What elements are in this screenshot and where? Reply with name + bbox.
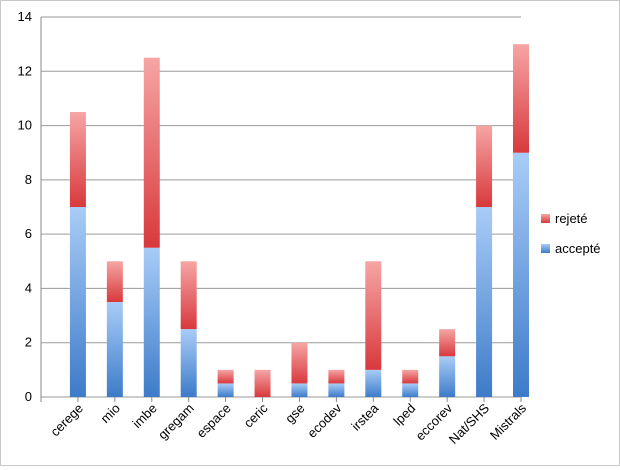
bar-rejeté-gse (291, 342, 308, 384)
x-category-label: ceric (241, 400, 271, 430)
x-category-label: ecodev (304, 400, 345, 441)
bar-rejeté-imbe (143, 57, 160, 248)
bar-accepté-lped (402, 383, 419, 397)
axes: 0 2 4 6 8 10 12 14 (18, 9, 522, 404)
y-tick-label: 10 (18, 118, 32, 133)
x-category-label: mio (98, 401, 123, 426)
y-tick-label: 2 (25, 335, 32, 350)
x-category-label: gregam (155, 401, 197, 443)
y-tick-label: 8 (25, 172, 32, 187)
bar-rejeté-ecodev (328, 369, 345, 384)
bar-accepté-imbe (143, 247, 160, 397)
bar-accepté-cerege (69, 207, 86, 397)
legend-label-accepté: accepté (555, 241, 601, 256)
bar-accepté-espace (217, 383, 234, 397)
bar-accepté-irstea (365, 369, 382, 397)
bar-rejeté-ceric (254, 369, 271, 397)
x-category-label: gse (282, 401, 307, 426)
y-tick-label: 12 (18, 63, 32, 78)
bar-rejeté-gregam (180, 261, 197, 330)
legend-swatch-accepté (541, 244, 550, 253)
x-category-label: cerege (47, 401, 86, 440)
bar-rejeté-cerege (69, 112, 86, 207)
bar-accepté-mio (106, 302, 123, 397)
y-tick-label: 4 (25, 280, 32, 295)
bar-accepté-gregam (180, 329, 197, 397)
bars (69, 44, 529, 397)
x-category-label: lped (390, 401, 418, 429)
y-tick-label: 6 (25, 226, 32, 241)
bar-rejeté-Mistrals (513, 44, 529, 153)
x-category-label: imbe (129, 401, 160, 432)
x-category-label: irstea (348, 400, 382, 434)
bar-accepté-gse (291, 383, 308, 397)
legend-label-rejeté: rejeté (555, 211, 588, 226)
bar-rejeté-eccorev (439, 329, 456, 357)
bar-accepté-Nat/SHS (476, 207, 493, 397)
bar-rejeté-Nat/SHS (476, 125, 493, 207)
bar-accepté-ecodev (328, 383, 345, 397)
bar-rejeté-mio (106, 261, 123, 302)
x-category-label: espace (193, 401, 233, 441)
bar-rejeté-irstea (365, 261, 382, 370)
x-category-label: Nat/SHS (446, 400, 493, 447)
legend-swatch-rejeté (541, 214, 550, 223)
y-tick-label: 14 (18, 9, 32, 24)
y-tick-label: 0 (25, 389, 32, 404)
x-category-label: Mistrals (487, 400, 530, 443)
bar-accepté-eccorev (439, 356, 456, 397)
bar-rejeté-lped (402, 369, 419, 384)
legend: rejeté accepté (541, 211, 601, 256)
bar-rejeté-espace (217, 369, 234, 384)
bar-accepté-Mistrals (513, 152, 529, 397)
